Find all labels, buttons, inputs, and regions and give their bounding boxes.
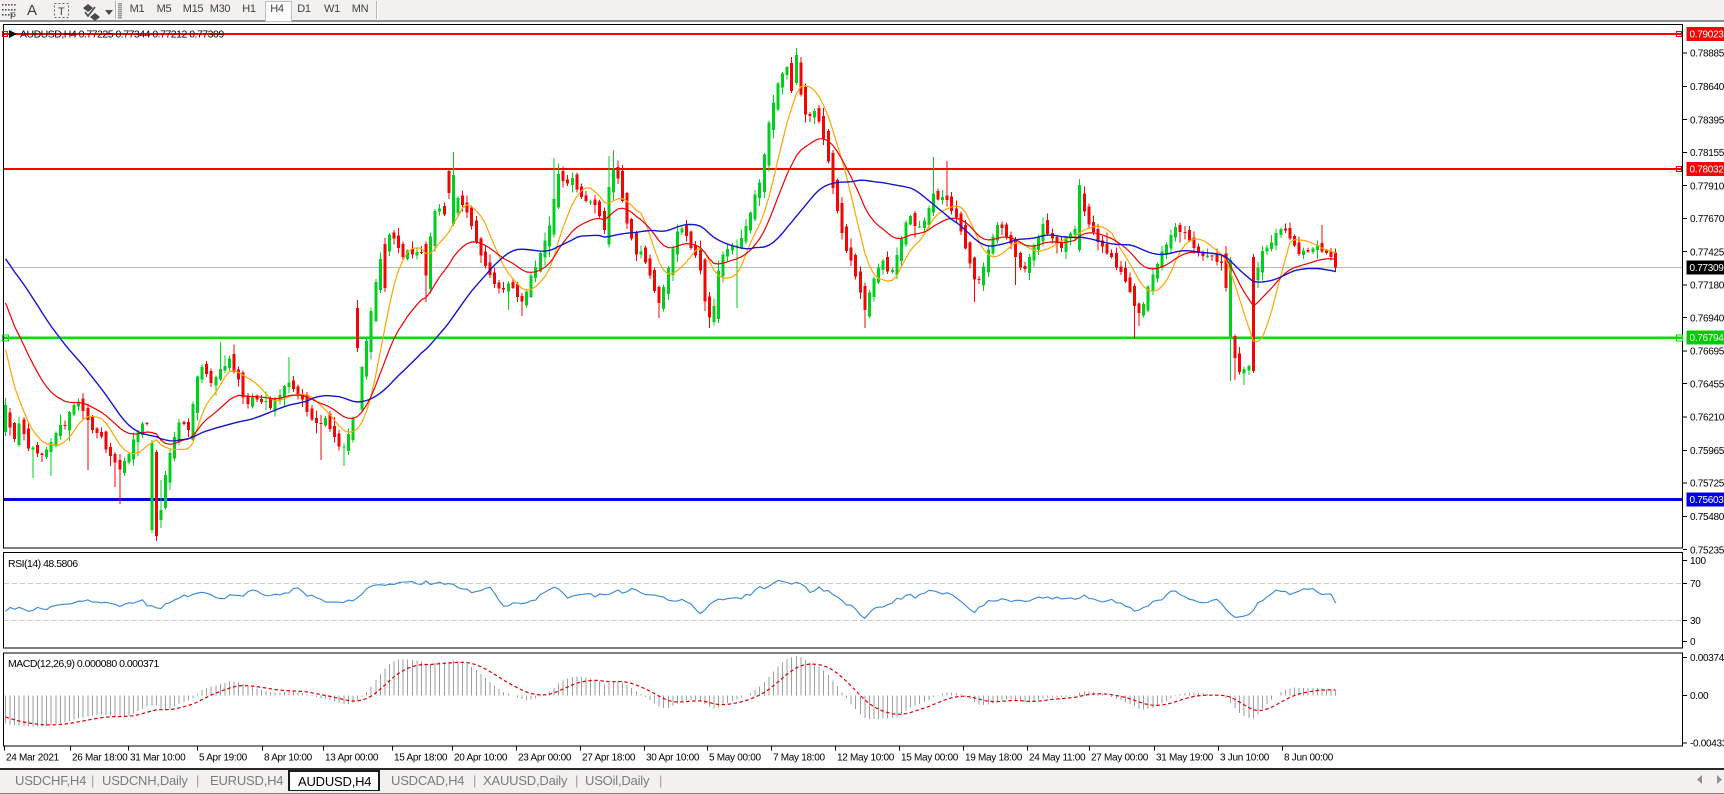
svg-text:AUDUSD,H4 0.77225 0.77344 0.7: AUDUSD,H4 0.77225 0.77344 0.77212 0.7730… bbox=[20, 29, 224, 41]
svg-text:0: 0 bbox=[1690, 637, 1696, 648]
svg-text:15 May 00:00: 15 May 00:00 bbox=[901, 753, 959, 764]
svg-text:15 Apr 18:00: 15 Apr 18:00 bbox=[394, 753, 448, 764]
svg-text:0.78885: 0.78885 bbox=[1690, 49, 1724, 60]
svg-text:8 Apr 10:00: 8 Apr 10:00 bbox=[264, 753, 313, 764]
svg-text:8 Jun 00:00: 8 Jun 00:00 bbox=[1284, 753, 1334, 764]
svg-text:27 Apr 18:00: 27 Apr 18:00 bbox=[582, 753, 636, 764]
svg-text:30: 30 bbox=[1690, 616, 1701, 627]
svg-text:70: 70 bbox=[1690, 579, 1701, 590]
svg-text:0.77309: 0.77309 bbox=[1690, 263, 1724, 274]
svg-text:0.78155: 0.78155 bbox=[1690, 148, 1724, 159]
svg-text:-0.00433: -0.00433 bbox=[1690, 739, 1724, 750]
svg-text:19 May 18:00: 19 May 18:00 bbox=[965, 753, 1023, 764]
svg-text:0.77425: 0.77425 bbox=[1690, 247, 1724, 258]
svg-text:0.75480: 0.75480 bbox=[1690, 512, 1724, 523]
svg-text:0.75965: 0.75965 bbox=[1690, 446, 1724, 457]
svg-text:0.76210: 0.76210 bbox=[1690, 413, 1724, 424]
svg-text:0.77910: 0.77910 bbox=[1690, 181, 1724, 192]
svg-text:T: T bbox=[58, 6, 65, 18]
svg-text:0.78640: 0.78640 bbox=[1690, 82, 1724, 93]
svg-text:0.77180: 0.77180 bbox=[1690, 281, 1724, 292]
svg-text:5 May 00:00: 5 May 00:00 bbox=[709, 753, 761, 764]
svg-text:20 Apr 10:00: 20 Apr 10:00 bbox=[454, 753, 508, 764]
svg-text:7 May 18:00: 7 May 18:00 bbox=[773, 753, 825, 764]
svg-text:100: 100 bbox=[1690, 556, 1707, 567]
svg-text:30 Apr 10:00: 30 Apr 10:00 bbox=[646, 753, 700, 764]
svg-text:0.79023: 0.79023 bbox=[1690, 30, 1724, 41]
svg-text:5 Apr 19:00: 5 Apr 19:00 bbox=[199, 753, 248, 764]
svg-text:0.78032: 0.78032 bbox=[1690, 165, 1724, 176]
svg-text:31 Mar 10:00: 31 Mar 10:00 bbox=[130, 753, 186, 764]
svg-text:0.00374: 0.00374 bbox=[1690, 653, 1724, 664]
svg-text:RSI(14) 48.5806: RSI(14) 48.5806 bbox=[8, 558, 78, 570]
svg-text:0.00: 0.00 bbox=[1690, 691, 1709, 702]
svg-text:F: F bbox=[10, 11, 16, 21]
svg-text:3 Jun 10:00: 3 Jun 10:00 bbox=[1220, 753, 1270, 764]
svg-text:0.76794: 0.76794 bbox=[1690, 333, 1724, 344]
svg-text:0.78395: 0.78395 bbox=[1690, 115, 1724, 126]
svg-text:23 Apr 00:00: 23 Apr 00:00 bbox=[518, 753, 572, 764]
svg-text:24 May 11:00: 24 May 11:00 bbox=[1029, 753, 1086, 764]
svg-text:0.75235: 0.75235 bbox=[1690, 545, 1724, 556]
svg-text:MACD(12,26,9) 0.000080 0.00037: MACD(12,26,9) 0.000080 0.000371 bbox=[8, 658, 160, 670]
svg-text:31 May 19:00: 31 May 19:00 bbox=[1156, 753, 1214, 764]
svg-text:13 Apr 00:00: 13 Apr 00:00 bbox=[325, 753, 379, 764]
svg-text:0.76695: 0.76695 bbox=[1690, 347, 1724, 358]
svg-text:0.76455: 0.76455 bbox=[1690, 379, 1724, 390]
svg-text:27 May 00:00: 27 May 00:00 bbox=[1091, 753, 1149, 764]
svg-text:26 Mar 18:00: 26 Mar 18:00 bbox=[72, 753, 128, 764]
svg-text:0.75725: 0.75725 bbox=[1690, 479, 1724, 490]
svg-text:0.75603: 0.75603 bbox=[1690, 495, 1724, 506]
svg-text:12 May 10:00: 12 May 10:00 bbox=[837, 753, 895, 764]
svg-text:0.76940: 0.76940 bbox=[1690, 313, 1724, 324]
svg-text:24 Mar 2021: 24 Mar 2021 bbox=[6, 753, 60, 764]
svg-text:0.77670: 0.77670 bbox=[1690, 214, 1724, 225]
